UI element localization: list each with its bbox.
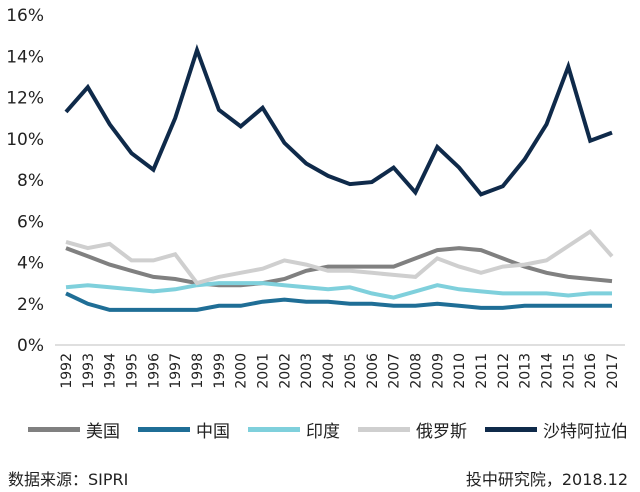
legend-swatch-usa <box>28 426 80 432</box>
x-tick-label: 2014 <box>539 353 555 389</box>
legend-label-saudi: 沙特阿拉伯 <box>543 421 628 442</box>
x-tick-label: 1995 <box>125 353 141 389</box>
legend-swatch-india <box>248 426 300 432</box>
y-tick-label: 8% <box>17 171 44 191</box>
legend-label-usa: 美国 <box>86 421 120 442</box>
legend-label-india: 印度 <box>306 421 340 442</box>
x-tick-label: 2012 <box>496 353 512 389</box>
x-tick-label: 1999 <box>212 353 228 389</box>
legend-item-russia: 俄罗斯 <box>358 417 467 442</box>
series-line-0 <box>65 246 613 288</box>
x-tick-label: 2017 <box>605 353 621 389</box>
legend-swatch-saudi <box>485 426 537 432</box>
legend: 美国 中国 印度 俄罗斯 沙特阿拉伯 <box>28 414 628 444</box>
y-tick-label: 10% <box>6 130 44 150</box>
series-line-3 <box>65 228 614 286</box>
x-tick-label: 2016 <box>583 353 599 389</box>
x-tick-label: 2008 <box>408 353 424 389</box>
legend-item-china: 中国 <box>138 417 230 442</box>
x-tick-label: 2004 <box>321 353 337 389</box>
x-tick-label: 2006 <box>365 353 381 389</box>
y-tick-label: 14% <box>6 47 44 67</box>
x-tick-label: 2013 <box>518 353 534 389</box>
series-line-2 <box>65 281 612 300</box>
series-line-1 <box>65 291 612 312</box>
legend-swatch-china <box>138 426 190 432</box>
x-tick-label: 2005 <box>343 353 359 389</box>
x-tick-label: 1997 <box>168 353 184 389</box>
legend-swatch-russia <box>358 426 410 432</box>
x-tick-label: 2000 <box>234 353 250 389</box>
x-tick-label: 2003 <box>299 353 315 389</box>
series-line-4 <box>64 43 613 197</box>
line-chart: 0% 2% 4% 6% 8% 10% 12% 14% 16% 1992 1993 1994 1995 1… <box>6 6 625 389</box>
x-tick-label: 2007 <box>387 353 403 389</box>
y-tick-label: 12% <box>6 89 44 109</box>
y-tick-label: 4% <box>17 254 44 274</box>
legend-item-india: 印度 <box>248 417 340 442</box>
x-tick-label: 2002 <box>277 353 293 389</box>
y-tick-label: 2% <box>17 295 44 315</box>
x-tick-label: 2010 <box>452 353 468 389</box>
x-tick-label: 1996 <box>146 353 162 389</box>
legend-item-saudi: 沙特阿拉伯 <box>485 417 628 442</box>
legend-item-usa: 美国 <box>28 417 120 442</box>
x-tick-label: 2009 <box>430 353 446 389</box>
y-tick-label: 0% <box>17 336 44 356</box>
y-tick-label: 6% <box>17 212 44 232</box>
legend-label-russia: 俄罗斯 <box>416 421 467 442</box>
footer: 数据来源：SIPRI 投中研究院，2018.12 <box>8 466 628 489</box>
x-tick-label: 2001 <box>256 353 272 389</box>
x-tick-label: 2011 <box>474 353 490 389</box>
x-tick-label: 1993 <box>81 353 97 389</box>
x-tick-label: 1994 <box>103 353 119 389</box>
legend-label-china: 中国 <box>196 421 230 442</box>
y-tick-label: 16% <box>6 6 44 26</box>
source-note: 数据来源：SIPRI <box>8 470 129 489</box>
credit-note: 投中研究院，2018.12 <box>465 470 628 489</box>
x-tick-label: 1992 <box>59 353 75 389</box>
x-tick-label: 1998 <box>190 353 206 389</box>
x-tick-label: 2015 <box>561 353 577 389</box>
